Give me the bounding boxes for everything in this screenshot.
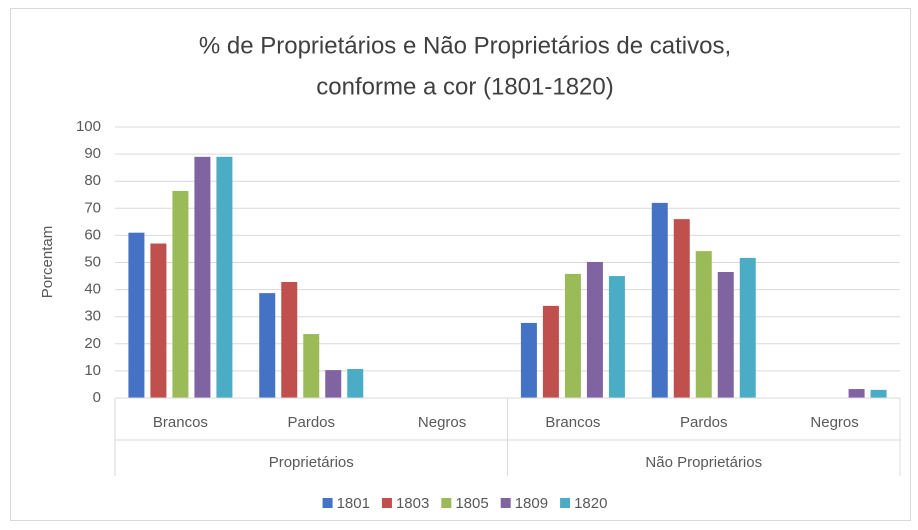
legend-label: 1801 bbox=[337, 495, 370, 512]
bar bbox=[172, 190, 189, 398]
bar bbox=[325, 370, 342, 398]
bar bbox=[695, 251, 712, 398]
y-tick-label: 100 bbox=[76, 118, 101, 135]
bar bbox=[216, 156, 233, 398]
y-tick-label: 0 bbox=[93, 389, 101, 406]
legend-swatch bbox=[500, 498, 511, 508]
bar bbox=[586, 261, 603, 398]
y-tick-label: 20 bbox=[84, 335, 101, 352]
x-tick-label: Pardos bbox=[680, 414, 728, 431]
chart-title: % de Proprietários e Não Proprietários d… bbox=[199, 32, 731, 59]
legend-swatch bbox=[322, 498, 333, 508]
legend-label: 1803 bbox=[396, 495, 429, 512]
y-tick-label: 80 bbox=[84, 172, 101, 189]
bar bbox=[128, 232, 145, 398]
x-tick-label: Brancos bbox=[153, 414, 208, 431]
legend-label: 1805 bbox=[455, 495, 488, 512]
legend-swatch bbox=[441, 498, 452, 508]
bar bbox=[717, 271, 734, 398]
legend-swatch bbox=[560, 498, 571, 508]
y-tick-label: 40 bbox=[84, 281, 101, 298]
bar bbox=[194, 156, 211, 398]
bar bbox=[281, 282, 298, 398]
bar bbox=[870, 389, 887, 398]
legend-swatch bbox=[381, 498, 392, 508]
group-label: Não Proprietários bbox=[645, 454, 762, 471]
bar bbox=[848, 389, 865, 398]
bar bbox=[542, 305, 559, 398]
legend-label: 1820 bbox=[574, 495, 607, 512]
group-label: Proprietários bbox=[269, 454, 354, 471]
y-tick-label: 10 bbox=[84, 362, 101, 379]
x-tick-label: Negros bbox=[418, 414, 466, 431]
x-tick-label: Pardos bbox=[287, 414, 335, 431]
x-tick-label: Negros bbox=[810, 414, 858, 431]
bar bbox=[303, 334, 320, 398]
y-tick-label: 90 bbox=[84, 145, 101, 162]
bar bbox=[259, 293, 276, 398]
y-tick-label: 30 bbox=[84, 308, 101, 325]
y-axis-label: Porcentam bbox=[39, 226, 56, 299]
bar bbox=[651, 202, 668, 398]
bar bbox=[564, 273, 581, 398]
y-tick-label: 70 bbox=[84, 199, 101, 216]
bar bbox=[347, 369, 364, 398]
y-tick-label: 60 bbox=[84, 226, 101, 243]
bar bbox=[608, 276, 625, 398]
y-tick-label: 50 bbox=[84, 253, 101, 270]
bar bbox=[673, 219, 690, 398]
legend-label: 1809 bbox=[515, 495, 548, 512]
bar bbox=[739, 257, 756, 398]
chart-title: conforme a cor (1801-1820) bbox=[316, 73, 614, 100]
x-tick-label: Brancos bbox=[545, 414, 600, 431]
bar bbox=[150, 243, 167, 398]
bar bbox=[520, 322, 537, 398]
